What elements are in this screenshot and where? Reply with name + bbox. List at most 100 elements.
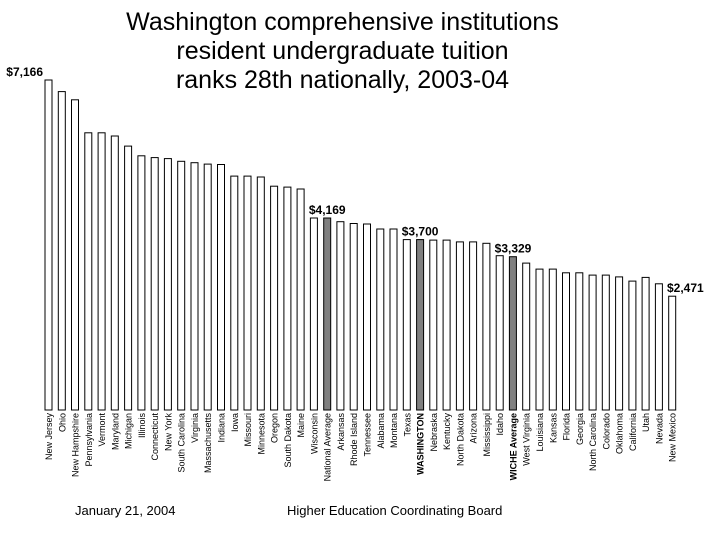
bar-missouri xyxy=(243,175,252,411)
bar-nebraska xyxy=(429,239,438,411)
tick-label-arizona: Arizona xyxy=(469,413,479,444)
bar-north-dakota xyxy=(455,241,464,411)
bar-texas xyxy=(402,239,411,411)
bar-georgia xyxy=(575,272,584,411)
tick-label-iowa: Iowa xyxy=(230,413,240,432)
tick-label-louisiana: Louisiana xyxy=(535,413,545,452)
tick-label-kansas: Kansas xyxy=(548,413,558,444)
bar-montana xyxy=(389,228,398,411)
bar-mississippi xyxy=(482,242,491,411)
title-line-1: Washington comprehensive institutions xyxy=(126,8,559,36)
tick-label-kentucky: Kentucky xyxy=(442,413,452,451)
tick-label-rhode-island: Rhode Island xyxy=(349,413,359,466)
tick-label-west-virginia: West Virginia xyxy=(522,413,532,466)
data-label-washington: $3,700 xyxy=(402,225,439,239)
bar-wisconsin xyxy=(309,217,318,411)
bar-pennsylvania xyxy=(84,132,93,411)
tick-label-new-hampshire: New Hampshire xyxy=(71,413,81,477)
tick-label-missouri: Missouri xyxy=(243,413,253,447)
tick-label-arkansas: Arkansas xyxy=(336,413,346,451)
title-line-3: ranks 28th nationally, 2003-04 xyxy=(175,66,510,94)
tick-label-oregon: Oregon xyxy=(270,413,280,443)
tick-label-washington: WASHINGTON xyxy=(416,413,426,475)
tick-label-south-dakota: South Dakota xyxy=(283,413,293,468)
bar-vermont xyxy=(97,132,106,411)
bar-louisiana xyxy=(535,268,544,411)
bar-connecticut xyxy=(150,157,159,411)
bar-iowa xyxy=(230,175,239,411)
tick-label-indiana: Indiana xyxy=(217,413,227,443)
tick-label-wiche-average: WICHE Average xyxy=(509,413,519,480)
tick-label-north-carolina: North Carolina xyxy=(588,413,598,471)
tick-label-massachusetts: Massachusetts xyxy=(203,413,213,474)
bar-new-mexico xyxy=(668,295,677,411)
data-label-wiche-average: $3,329 xyxy=(495,242,532,256)
tick-label-alabama: Alabama xyxy=(376,413,386,449)
bar-california xyxy=(628,280,637,411)
tick-label-connecticut: Connecticut xyxy=(150,413,160,461)
bar-arkansas xyxy=(336,221,345,411)
tick-label-north-dakota: North Dakota xyxy=(455,413,465,466)
bar-virginia xyxy=(190,162,199,411)
tick-label-minnesota: Minnesota xyxy=(256,413,266,455)
bar-minnesota xyxy=(256,176,265,411)
tick-label-california: California xyxy=(628,413,638,451)
tick-label-nevada: Nevada xyxy=(654,413,664,444)
tick-label-tennessee: Tennessee xyxy=(363,413,373,457)
bar-national-average xyxy=(323,217,332,411)
chart-title: Washington comprehensive institutions re… xyxy=(100,8,585,95)
tick-label-texas: Texas xyxy=(402,413,412,437)
bar-colorado xyxy=(601,274,610,411)
tick-label-pennsylvania: Pennsylvania xyxy=(84,413,94,467)
bar-massachusetts xyxy=(203,163,212,411)
bar-maryland xyxy=(110,135,119,411)
tick-label-utah: Utah xyxy=(641,413,651,432)
tick-label-new-mexico: New Mexico xyxy=(668,413,678,462)
tick-label-colorado: Colorado xyxy=(601,413,611,450)
bar-michigan xyxy=(124,145,133,411)
bar-oregon xyxy=(270,185,279,411)
bar-idaho xyxy=(495,255,504,411)
tick-label-wisconsin: Wisconsin xyxy=(309,413,319,454)
bar-kentucky xyxy=(442,239,451,411)
tick-label-maryland: Maryland xyxy=(110,413,120,450)
bar-kansas xyxy=(548,268,557,411)
tick-label-ohio: Ohio xyxy=(57,413,67,432)
bar-indiana xyxy=(217,164,225,411)
footer-org: Higher Education Coordinating Board xyxy=(287,503,503,518)
tick-label-south-carolina: South Carolina xyxy=(177,413,187,473)
bar-arizona xyxy=(469,241,478,411)
bar-south-dakota xyxy=(283,186,292,411)
bar-north-carolina xyxy=(588,274,597,411)
tick-label-virginia: Virginia xyxy=(190,413,200,443)
bar-ohio xyxy=(57,91,66,411)
tick-label-new-york: New York xyxy=(163,413,173,452)
tick-label-georgia: Georgia xyxy=(575,413,585,445)
tick-label-illinois: Illinois xyxy=(137,413,147,439)
bar-new-jersey xyxy=(44,79,53,411)
bar-florida xyxy=(562,272,570,411)
bar-washington xyxy=(416,239,425,411)
tick-label-montana: Montana xyxy=(389,413,399,448)
bar-new-hampshire xyxy=(71,99,79,411)
data-label-new-jersey: $7,166 xyxy=(6,65,43,79)
data-label-national-average: $4,169 xyxy=(309,203,346,217)
tick-label-maine: Maine xyxy=(296,413,306,438)
tick-label-nebraska: Nebraska xyxy=(429,413,439,452)
tick-label-mississippi: Mississippi xyxy=(482,413,492,457)
bar-tennessee xyxy=(363,223,371,411)
bar-west-virginia xyxy=(522,262,531,411)
tick-label-oklahoma: Oklahoma xyxy=(615,413,625,454)
tick-label-new-jersey: New Jersey xyxy=(44,413,54,461)
footer-date: January 21, 2004 xyxy=(75,503,176,518)
title-line-2: resident undergraduate tuition xyxy=(176,37,509,65)
tick-label-michigan: Michigan xyxy=(124,413,134,449)
tick-label-national-average: National Average xyxy=(323,413,333,481)
tick-label-idaho: Idaho xyxy=(495,413,505,436)
bar-nevada xyxy=(654,283,663,411)
bar-new-york xyxy=(163,158,172,411)
bar-south-carolina xyxy=(177,160,186,411)
tick-label-florida: Florida xyxy=(562,413,572,441)
bar-illinois xyxy=(137,155,146,411)
